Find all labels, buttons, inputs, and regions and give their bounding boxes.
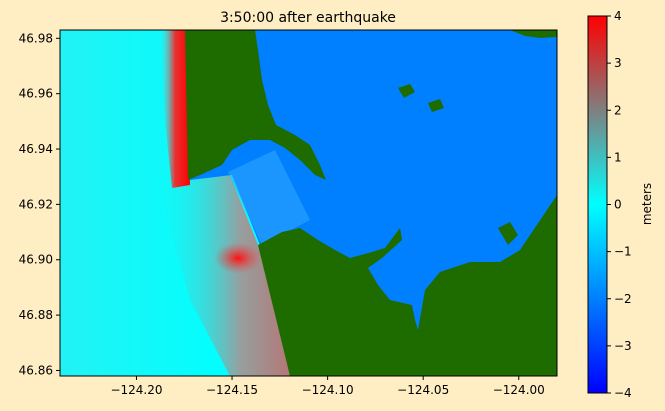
land-northeast bbox=[510, 30, 557, 38]
x-tick-label: −124.10 bbox=[302, 383, 354, 397]
colorbar-label: meters bbox=[640, 183, 654, 225]
colorbar-ticks: −4 −3 −2 −1 0 1 2 3 4 bbox=[607, 9, 632, 400]
land-mainland-southwest bbox=[262, 238, 335, 376]
land-island-2 bbox=[428, 99, 444, 112]
y-tick-label: 46.96 bbox=[19, 87, 53, 101]
wave-hotspot-entrance bbox=[214, 242, 262, 274]
y-tick-label: 46.90 bbox=[19, 253, 53, 267]
colorbar-tick-label: −2 bbox=[614, 292, 632, 306]
y-tick-label: 46.86 bbox=[19, 363, 53, 377]
x-tick-label: −124.20 bbox=[110, 383, 162, 397]
colorbar-tick-label: 1 bbox=[614, 150, 622, 164]
x-tick-label: −124.05 bbox=[397, 383, 449, 397]
chart-title: 3:50:00 after earthquake bbox=[220, 10, 396, 26]
colorbar-tick-label: 0 bbox=[614, 198, 622, 212]
y-tick-label: 46.98 bbox=[19, 31, 53, 45]
colorbar-gradient bbox=[587, 15, 608, 394]
x-axis: −124.20 −124.15 −124.10 −124.05 −124.00 bbox=[110, 376, 545, 397]
colorbar-tick-label: 2 bbox=[614, 103, 622, 117]
land-island-3 bbox=[498, 222, 518, 245]
colorbar-tick-label: −3 bbox=[614, 339, 632, 353]
y-tick-label: 46.94 bbox=[19, 142, 53, 156]
colorbar: −4 −3 −2 −1 0 1 2 3 4 meters bbox=[587, 9, 654, 400]
inner-bay-gradient bbox=[228, 150, 310, 245]
x-tick-label: −124.00 bbox=[493, 383, 545, 397]
y-tick-label: 46.88 bbox=[19, 308, 53, 322]
wave-front-upper bbox=[160, 30, 190, 188]
y-axis: 46.86 46.88 46.90 46.92 46.94 46.96 46.98 bbox=[19, 31, 60, 377]
plot-frame bbox=[59, 29, 558, 377]
colorbar-tick-label: −4 bbox=[614, 386, 632, 400]
colorbar-tick-label: −1 bbox=[614, 245, 632, 259]
land-southern-peninsula bbox=[420, 240, 557, 376]
land-island-1 bbox=[398, 84, 415, 98]
y-tick-label: 46.92 bbox=[19, 197, 53, 211]
wave-height-field bbox=[60, 30, 557, 376]
land-island-4 bbox=[335, 320, 352, 338]
land-north-spit bbox=[185, 30, 326, 180]
x-tick-label: −124.15 bbox=[206, 383, 258, 397]
colorbar-tick-label: 3 bbox=[614, 56, 622, 70]
colorbar-tick-label: 4 bbox=[614, 9, 622, 23]
